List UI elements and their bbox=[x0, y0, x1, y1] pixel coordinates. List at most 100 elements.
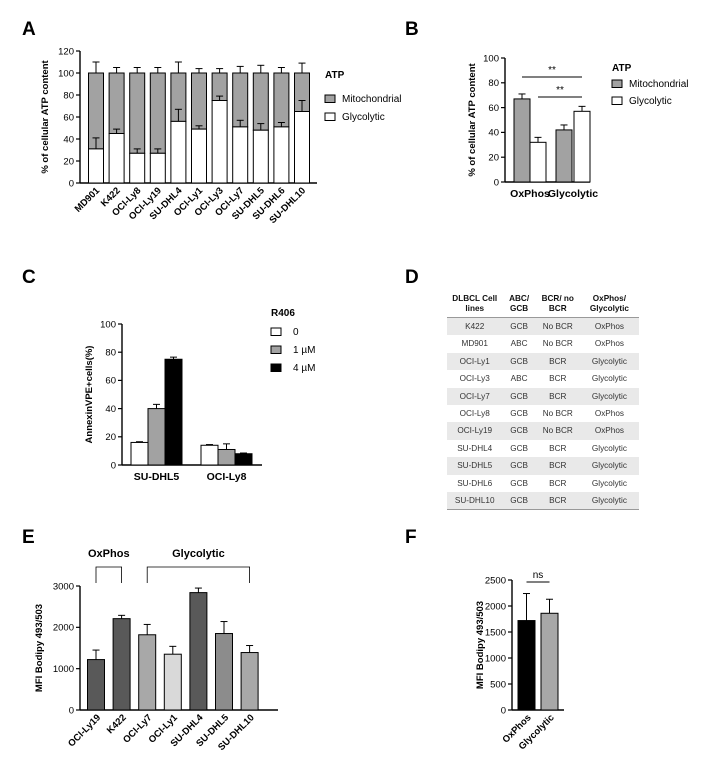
legend-swatch-r406-0 bbox=[270, 327, 282, 336]
table-cell: OxPhos bbox=[579, 422, 639, 440]
bar-glycolytic bbox=[191, 128, 207, 184]
table-row: SU-DHL10 GCB BCR Glycolytic bbox=[447, 492, 639, 511]
table-cell: SU-DHL5 bbox=[447, 457, 503, 475]
table-cell: ABC bbox=[510, 374, 528, 384]
legend-swatch-mitochondrial bbox=[324, 94, 336, 103]
table-cell: GCB bbox=[502, 422, 536, 440]
y-tick-label: 60 bbox=[488, 103, 499, 114]
legend-title: ATP bbox=[612, 63, 632, 74]
y-tick-label: 80 bbox=[105, 348, 116, 359]
legend-label-mitochondrial: Mitochondrial bbox=[629, 79, 688, 90]
x-tick-label: OCI-Ly8 bbox=[207, 471, 247, 483]
table-cell: Glycolytic bbox=[579, 352, 639, 371]
table-cell: K422 bbox=[447, 317, 503, 336]
legend-swatch-mitochondrial bbox=[611, 79, 623, 88]
table-cell: GCB bbox=[510, 443, 528, 453]
cell-line-table: DLBCL Cell lines ABC/ GCB BCR/ no BCR OxPho… bbox=[447, 293, 639, 511]
bar-glycolytic bbox=[294, 111, 310, 184]
legend-label-r406-0: 0 bbox=[293, 327, 299, 338]
y-tick-label: 3000 bbox=[53, 581, 74, 592]
table-header-row: DLBCL Cell lines ABC/ GCB BCR/ no BCR OxPho… bbox=[447, 293, 639, 318]
table-cell: GCB bbox=[510, 409, 528, 419]
y-tick-label: 100 bbox=[483, 53, 499, 64]
bar bbox=[540, 612, 559, 711]
table-cell: No BCR bbox=[535, 317, 580, 336]
bar-mitochondrial bbox=[129, 72, 146, 154]
table-cell: No BCR bbox=[535, 422, 580, 440]
table-cell: BCR bbox=[535, 352, 580, 371]
table-cell: BCR bbox=[535, 387, 580, 406]
x-tick-label: Glycolytic bbox=[548, 188, 598, 200]
table-cell: OCI-Ly1 bbox=[447, 352, 503, 371]
y-tick-label: 2000 bbox=[485, 601, 506, 612]
bar bbox=[87, 659, 105, 711]
bar bbox=[138, 634, 157, 711]
table-cell: Glycolytic bbox=[591, 374, 627, 384]
legend-label-r406-1: 1 µM bbox=[293, 345, 315, 356]
table-header-cell: BCR/ no BCR bbox=[535, 293, 580, 318]
y-tick-label: 20 bbox=[105, 432, 116, 443]
bar bbox=[517, 620, 536, 711]
y-tick-label: 80 bbox=[63, 90, 74, 101]
bar-r406-0 bbox=[130, 441, 149, 466]
significance-marker: ** bbox=[556, 85, 564, 96]
y-axis-title: MFI Bodipy 493/503 bbox=[34, 604, 45, 692]
bar-glycolytic bbox=[252, 129, 269, 184]
legend-swatch-glycolytic bbox=[611, 96, 623, 105]
y-tick-label: 0 bbox=[111, 460, 116, 471]
bar-mitochondrial bbox=[513, 98, 531, 183]
panel-label-c: C bbox=[22, 267, 36, 288]
table-cell: OxPhos bbox=[594, 409, 624, 419]
y-tick-label: 20 bbox=[63, 156, 74, 167]
bar-glycolytic bbox=[129, 152, 146, 184]
y-tick-label: 1000 bbox=[485, 653, 506, 664]
y-tick-label: 80 bbox=[488, 78, 499, 89]
bar-mitochondrial bbox=[108, 72, 125, 134]
y-tick-label: 40 bbox=[488, 128, 499, 139]
table-cell: SU-DHL10 bbox=[447, 492, 503, 511]
y-tick-label: 100 bbox=[58, 68, 74, 79]
table-cell: BCR bbox=[549, 374, 567, 384]
table-cell: GCB bbox=[510, 478, 528, 488]
x-tick-label: OxPhos bbox=[510, 188, 550, 200]
bar-glycolytic bbox=[529, 141, 547, 183]
y-tick-label: 0 bbox=[69, 705, 74, 716]
significance-marker: ** bbox=[548, 65, 556, 76]
y-tick-label: 500 bbox=[490, 679, 506, 690]
bar-r406-2 bbox=[234, 453, 253, 466]
table-cell: SU-DHL4 bbox=[457, 443, 493, 453]
bar-glycolytic bbox=[88, 148, 104, 184]
bar-glycolytic bbox=[170, 120, 187, 184]
table-row: OCI-Ly7 GCB BCR Glycolytic bbox=[447, 387, 639, 406]
table-row: OCI-Ly19 GCB No BCR OxPhos bbox=[447, 422, 639, 440]
x-tick-label: SU-DHL5 bbox=[134, 471, 180, 483]
y-tick-label: 20 bbox=[488, 153, 499, 164]
bar-mitochondrial bbox=[252, 72, 269, 131]
table-cell: Glycolytic bbox=[579, 387, 639, 406]
y-tick-label: 0 bbox=[501, 705, 506, 716]
table-row: SU-DHL5 GCB BCR Glycolytic bbox=[447, 457, 639, 475]
table-row: OCI-Ly8 GCB No BCR OxPhos bbox=[447, 405, 639, 422]
bar-glycolytic bbox=[149, 152, 166, 184]
table-cell: No BCR bbox=[542, 339, 573, 349]
y-axis-title: MFI Bodipy 493/503 bbox=[475, 601, 486, 689]
table-cell: OCI-Ly19 bbox=[447, 422, 503, 440]
table-cell: ABC bbox=[510, 339, 528, 349]
panel-label-f: F bbox=[405, 527, 417, 548]
bar-glycolytic bbox=[211, 100, 228, 184]
table-cell: OCI-Ly7 bbox=[447, 387, 503, 406]
table-cell: BCR bbox=[549, 478, 567, 488]
bar-glycolytic bbox=[232, 126, 249, 184]
legend-swatch-glycolytic bbox=[324, 112, 336, 121]
y-tick-label: 2500 bbox=[485, 575, 506, 586]
bar-r406-1 bbox=[147, 408, 166, 466]
bar-mitochondrial bbox=[232, 72, 249, 128]
table-cell: GCB bbox=[502, 492, 536, 511]
table-cell: SU-DHL6 bbox=[457, 478, 493, 488]
table-row: MD901 ABC No BCR OxPhos bbox=[447, 335, 639, 352]
table-cell: MD901 bbox=[461, 339, 488, 349]
bar bbox=[189, 592, 208, 711]
